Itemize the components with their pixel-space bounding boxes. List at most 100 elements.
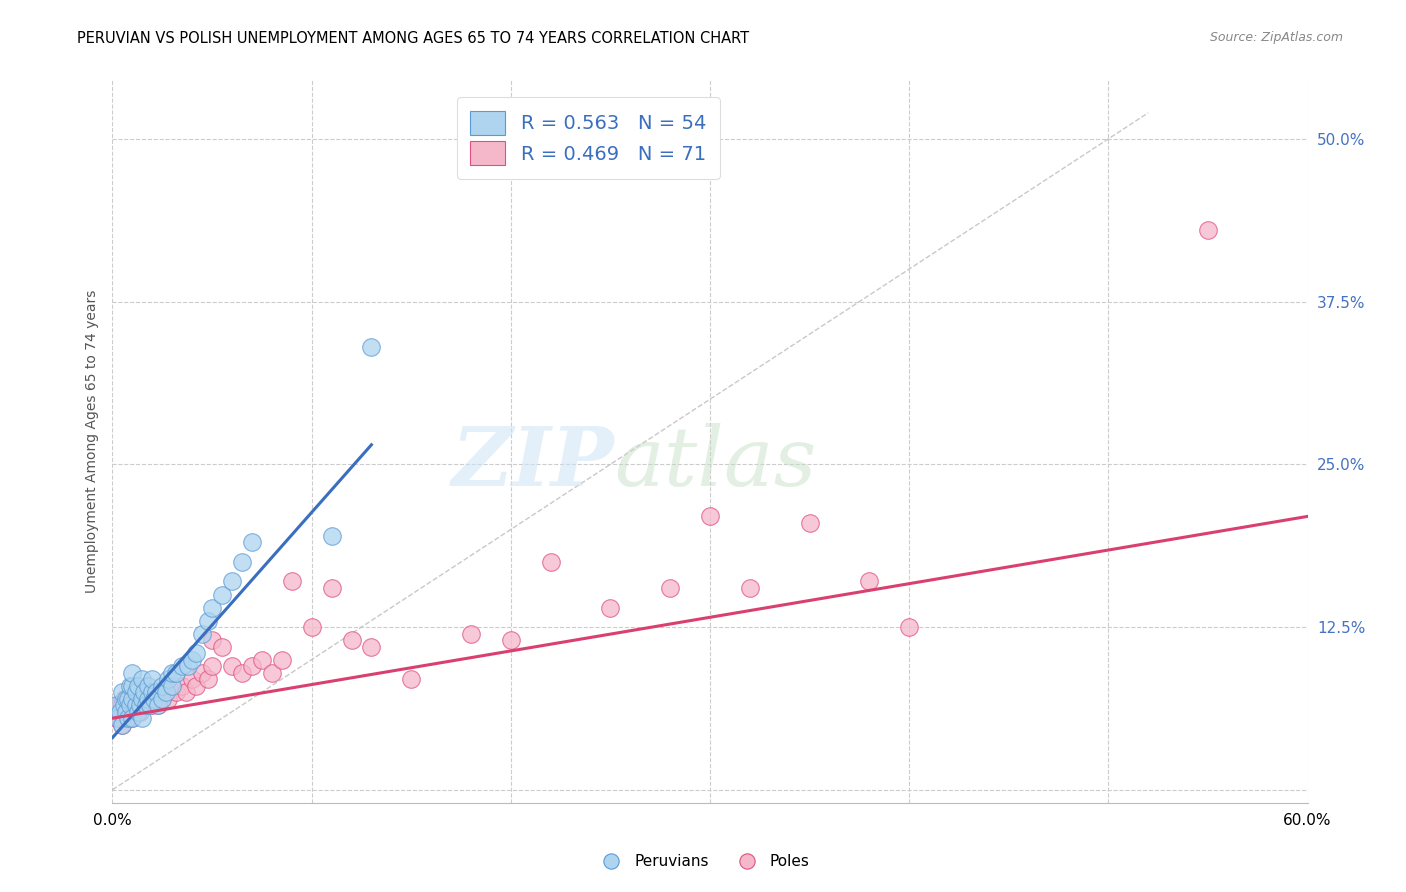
Point bbox=[155, 685, 177, 699]
Point bbox=[131, 711, 153, 725]
Legend: R = 0.563   N = 54, R = 0.469   N = 71: R = 0.563 N = 54, R = 0.469 N = 71 bbox=[457, 97, 720, 178]
Point bbox=[107, 705, 129, 719]
Point bbox=[177, 659, 200, 673]
Point bbox=[270, 652, 292, 666]
Y-axis label: Unemployment Among Ages 65 to 74 years: Unemployment Among Ages 65 to 74 years bbox=[84, 290, 98, 593]
Point bbox=[221, 574, 243, 589]
Point bbox=[599, 600, 621, 615]
Point bbox=[129, 698, 152, 713]
Point bbox=[540, 555, 562, 569]
Point bbox=[117, 711, 139, 725]
Point bbox=[138, 691, 160, 706]
Point bbox=[191, 665, 214, 680]
Point bbox=[157, 672, 180, 686]
Point bbox=[131, 691, 153, 706]
Point bbox=[172, 679, 194, 693]
Point bbox=[321, 529, 343, 543]
Point bbox=[121, 679, 143, 693]
Point bbox=[1197, 223, 1219, 237]
Point bbox=[240, 535, 263, 549]
Point bbox=[186, 646, 208, 660]
Point bbox=[799, 516, 821, 530]
Point bbox=[401, 672, 423, 686]
Point bbox=[360, 340, 382, 354]
Point bbox=[115, 691, 138, 706]
Point bbox=[135, 691, 157, 706]
Point bbox=[211, 640, 233, 654]
Point bbox=[124, 698, 146, 713]
Point bbox=[898, 620, 921, 634]
Point bbox=[148, 698, 170, 713]
Point bbox=[231, 555, 253, 569]
Point bbox=[143, 691, 166, 706]
Point bbox=[117, 711, 139, 725]
Point bbox=[135, 698, 157, 713]
Point bbox=[858, 574, 880, 589]
Point bbox=[150, 691, 173, 706]
Point bbox=[150, 685, 173, 699]
Point bbox=[231, 665, 253, 680]
Point bbox=[129, 705, 152, 719]
Point bbox=[165, 685, 187, 699]
Point bbox=[107, 698, 129, 713]
Point bbox=[127, 705, 149, 719]
Point bbox=[141, 685, 163, 699]
Point bbox=[120, 679, 142, 693]
Point bbox=[110, 705, 132, 719]
Point bbox=[145, 691, 167, 706]
Point bbox=[201, 633, 224, 648]
Point bbox=[115, 698, 138, 713]
Point bbox=[138, 679, 160, 693]
Point bbox=[121, 711, 143, 725]
Point bbox=[139, 691, 162, 706]
Point bbox=[141, 698, 163, 713]
Legend: Peruvians, Poles: Peruvians, Poles bbox=[591, 848, 815, 875]
Point bbox=[110, 698, 132, 713]
Point bbox=[211, 587, 233, 601]
Point bbox=[111, 685, 134, 699]
Point bbox=[260, 665, 283, 680]
Point bbox=[110, 711, 132, 725]
Point bbox=[139, 698, 162, 713]
Point bbox=[121, 665, 143, 680]
Point bbox=[181, 652, 204, 666]
Point bbox=[321, 581, 343, 595]
Point bbox=[301, 620, 323, 634]
Point bbox=[659, 581, 682, 595]
Point bbox=[111, 717, 134, 731]
Point bbox=[221, 659, 243, 673]
Text: PERUVIAN VS POLISH UNEMPLOYMENT AMONG AGES 65 TO 74 YEARS CORRELATION CHART: PERUVIAN VS POLISH UNEMPLOYMENT AMONG AG… bbox=[77, 31, 749, 46]
Point bbox=[162, 665, 183, 680]
Point bbox=[162, 679, 183, 693]
Point bbox=[121, 691, 143, 706]
Point bbox=[360, 640, 382, 654]
Point bbox=[738, 581, 761, 595]
Point bbox=[186, 679, 208, 693]
Point bbox=[181, 672, 204, 686]
Point bbox=[127, 679, 149, 693]
Point bbox=[141, 685, 163, 699]
Point bbox=[105, 711, 128, 725]
Point bbox=[117, 691, 139, 706]
Point bbox=[125, 705, 148, 719]
Point bbox=[114, 711, 135, 725]
Point bbox=[105, 698, 128, 713]
Point bbox=[172, 659, 194, 673]
Point bbox=[499, 633, 522, 648]
Point bbox=[127, 698, 149, 713]
Point bbox=[150, 679, 173, 693]
Point bbox=[111, 717, 134, 731]
Point bbox=[134, 698, 156, 713]
Point bbox=[145, 685, 167, 699]
Point bbox=[157, 691, 180, 706]
Point bbox=[150, 691, 173, 706]
Point bbox=[281, 574, 304, 589]
Point bbox=[250, 652, 273, 666]
Text: Source: ZipAtlas.com: Source: ZipAtlas.com bbox=[1209, 31, 1343, 45]
Point bbox=[121, 691, 143, 706]
Point bbox=[165, 665, 187, 680]
Point bbox=[201, 659, 224, 673]
Point bbox=[125, 685, 148, 699]
Point bbox=[131, 691, 153, 706]
Point bbox=[125, 691, 148, 706]
